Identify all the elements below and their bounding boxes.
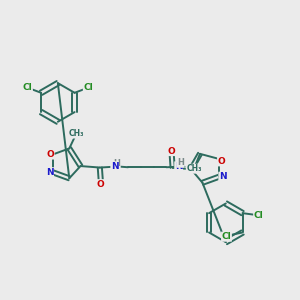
Text: Cl: Cl bbox=[254, 211, 263, 220]
Text: O: O bbox=[218, 157, 225, 166]
Text: H: H bbox=[177, 158, 184, 167]
Text: O: O bbox=[46, 150, 54, 159]
Text: N: N bbox=[175, 162, 182, 171]
Text: Cl: Cl bbox=[83, 83, 93, 92]
Text: Cl: Cl bbox=[22, 83, 32, 92]
Text: N: N bbox=[111, 162, 118, 171]
Text: O: O bbox=[97, 180, 105, 189]
Text: N: N bbox=[219, 172, 226, 181]
Text: CH₃: CH₃ bbox=[186, 164, 202, 173]
Text: H: H bbox=[113, 159, 120, 168]
Text: Cl: Cl bbox=[222, 232, 231, 241]
Text: CH₃: CH₃ bbox=[68, 129, 84, 138]
Text: O: O bbox=[168, 146, 176, 155]
Text: N: N bbox=[46, 168, 53, 177]
